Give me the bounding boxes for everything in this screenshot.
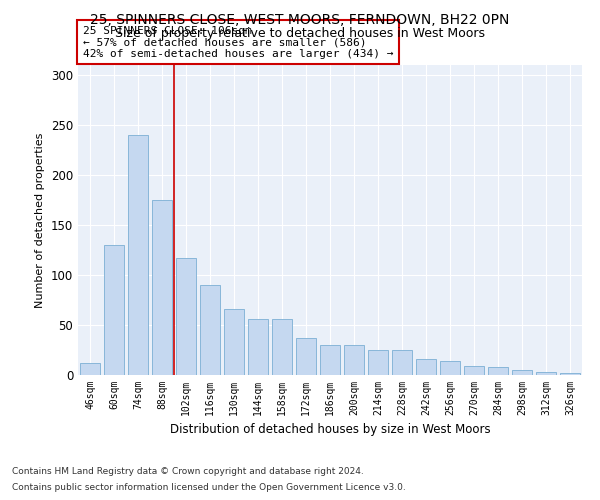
Bar: [320, 345, 340, 375]
Text: Contains HM Land Registry data © Crown copyright and database right 2024.: Contains HM Land Registry data © Crown c…: [12, 467, 364, 476]
Bar: [224, 309, 244, 375]
Text: Size of property relative to detached houses in West Moors: Size of property relative to detached ho…: [115, 28, 485, 40]
Bar: [248, 319, 268, 375]
Bar: [104, 245, 124, 375]
Bar: [464, 366, 484, 375]
Bar: [80, 363, 100, 375]
Bar: [440, 361, 460, 375]
Bar: [416, 359, 436, 375]
X-axis label: Distribution of detached houses by size in West Moors: Distribution of detached houses by size …: [170, 424, 490, 436]
Bar: [392, 350, 412, 375]
Bar: [176, 258, 196, 375]
Y-axis label: Number of detached properties: Number of detached properties: [35, 132, 46, 308]
Text: Contains public sector information licensed under the Open Government Licence v3: Contains public sector information licen…: [12, 484, 406, 492]
Bar: [512, 370, 532, 375]
Bar: [560, 373, 580, 375]
Bar: [152, 200, 172, 375]
Text: 25, SPINNERS CLOSE, WEST MOORS, FERNDOWN, BH22 0PN: 25, SPINNERS CLOSE, WEST MOORS, FERNDOWN…: [91, 12, 509, 26]
Bar: [488, 367, 508, 375]
Bar: [368, 350, 388, 375]
Bar: [128, 135, 148, 375]
Text: 25 SPINNERS CLOSE: 106sqm
← 57% of detached houses are smaller (586)
42% of semi: 25 SPINNERS CLOSE: 106sqm ← 57% of detac…: [83, 26, 394, 59]
Bar: [272, 319, 292, 375]
Bar: [344, 345, 364, 375]
Bar: [536, 372, 556, 375]
Bar: [200, 285, 220, 375]
Bar: [296, 338, 316, 375]
